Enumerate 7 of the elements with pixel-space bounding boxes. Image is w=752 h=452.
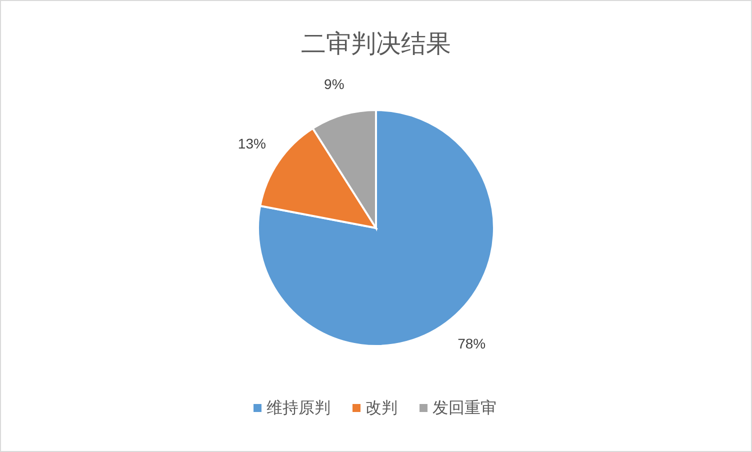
chart-title: 二审判决结果: [301, 30, 451, 58]
legend-label: 改判: [366, 399, 398, 417]
data-label: 9%: [324, 76, 344, 92]
legend-label: 发回重审: [432, 399, 496, 417]
data-label: 78%: [458, 336, 486, 352]
legend-label: 维持原判: [266, 399, 330, 417]
data-label: 13%: [238, 136, 266, 152]
